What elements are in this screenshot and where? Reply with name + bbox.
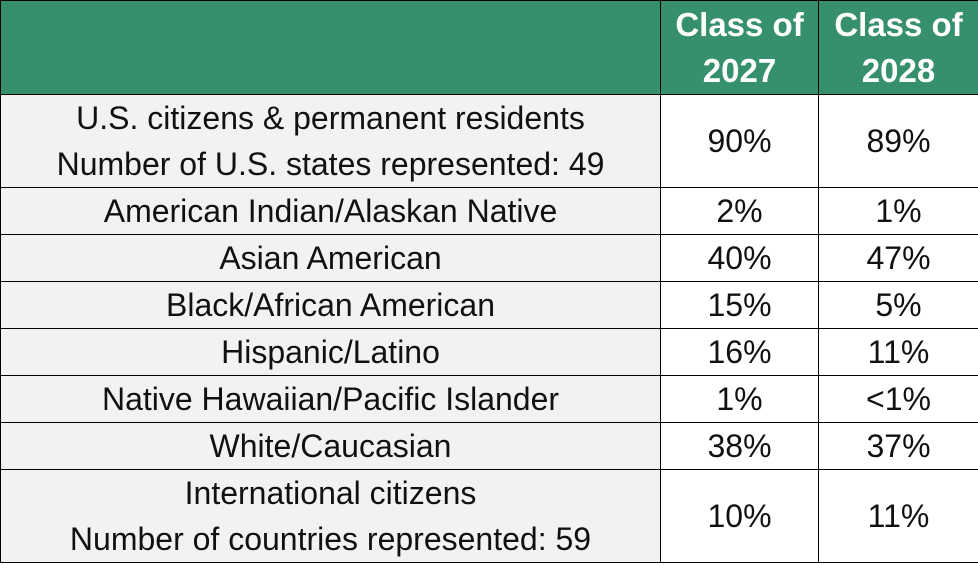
table-row: U.S. citizens & permanent residents Numb… bbox=[0, 94, 978, 188]
value-class-2027: 1% bbox=[660, 375, 819, 423]
header-class-2028-line2: 2028 bbox=[861, 51, 936, 89]
table-row: American Indian/Alaskan Native 2% 1% bbox=[0, 187, 978, 235]
row-label: Hispanic/Latino bbox=[0, 328, 661, 376]
row-label: American Indian/Alaskan Native bbox=[0, 187, 661, 235]
value-class-2027: 2% bbox=[660, 187, 819, 235]
table-row: Asian American 40% 47% bbox=[0, 234, 978, 282]
value-class-2028: 5% bbox=[818, 281, 978, 329]
row-label: White/Caucasian bbox=[0, 422, 661, 470]
row-label: Native Hawaiian/Pacific Islander bbox=[0, 375, 661, 423]
table-row: Hispanic/Latino 16% 11% bbox=[0, 328, 978, 376]
value-class-2027: 90% bbox=[660, 94, 819, 188]
row-label-line1: U.S. citizens & permanent residents bbox=[76, 100, 585, 136]
row-label: Asian American bbox=[0, 234, 661, 282]
value-class-2027: 38% bbox=[660, 422, 819, 470]
table-row: White/Caucasian 38% 37% bbox=[0, 422, 978, 470]
row-label: U.S. citizens & permanent residents Numb… bbox=[0, 94, 661, 188]
header-class-2027-line2: 2027 bbox=[702, 51, 777, 89]
value-class-2027: 15% bbox=[660, 281, 819, 329]
row-label: International citizens Number of countri… bbox=[0, 469, 661, 563]
header-class-2028-line1: Class of bbox=[834, 5, 963, 43]
value-class-2028: 1% bbox=[818, 187, 978, 235]
value-class-2028: 11% bbox=[818, 469, 978, 563]
header-class-2027: Class of 2027 bbox=[660, 0, 819, 95]
row-label: Black/African American bbox=[0, 281, 661, 329]
value-class-2028: 11% bbox=[818, 328, 978, 376]
header-class-2028: Class of 2028 bbox=[818, 0, 978, 95]
value-class-2028: 89% bbox=[818, 94, 978, 188]
table-row: Black/African American 15% 5% bbox=[0, 281, 978, 329]
value-class-2027: 10% bbox=[660, 469, 819, 563]
table-row: Native Hawaiian/Pacific Islander 1% <1% bbox=[0, 375, 978, 423]
value-class-2028: 47% bbox=[818, 234, 978, 282]
header-row: Class of 2027 Class of 2028 bbox=[0, 0, 978, 95]
row-label-line1: International citizens bbox=[184, 475, 477, 511]
value-class-2028: 37% bbox=[818, 422, 978, 470]
header-blank-cell bbox=[0, 0, 661, 95]
value-class-2027: 16% bbox=[660, 328, 819, 376]
table-row: International citizens Number of countri… bbox=[0, 469, 978, 563]
row-label-line2: Number of U.S. states represented: 49 bbox=[56, 146, 605, 182]
value-class-2028: <1% bbox=[818, 375, 978, 423]
value-class-2027: 40% bbox=[660, 234, 819, 282]
row-label-line2: Number of countries represented: 59 bbox=[69, 521, 592, 557]
header-class-2027-line1: Class of bbox=[675, 5, 804, 43]
